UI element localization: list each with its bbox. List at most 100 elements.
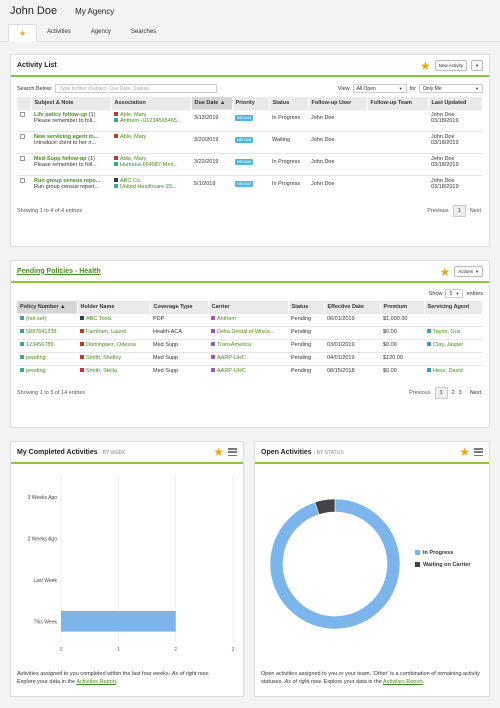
note: Please remember to foll... bbox=[34, 117, 97, 124]
favorite-star-icon[interactable]: ★ bbox=[420, 58, 431, 73]
agent-icon bbox=[427, 329, 431, 334]
col-last-updated[interactable]: Last Updated bbox=[428, 97, 483, 109]
x-tick-label: 0 bbox=[60, 647, 63, 653]
activities-report-link[interactable]: Activities Report bbox=[383, 679, 423, 685]
table-row[interactable]: pending Smith, Stella Med Supp AARP-UHC Pend… bbox=[17, 364, 483, 378]
agency-name[interactable]: My Agency bbox=[75, 6, 115, 16]
activities-report-link[interactable]: Activities Report bbox=[76, 679, 117, 685]
view-select[interactable]: All Open ▼ bbox=[352, 84, 407, 93]
association-link[interactable]: Anthem -U1234565465... bbox=[120, 117, 182, 124]
carrier-link[interactable]: Delta Dental of Wisco... bbox=[217, 328, 275, 335]
col-due-date[interactable]: Due Date ▲ bbox=[191, 97, 233, 109]
row-checkbox[interactable] bbox=[20, 155, 25, 161]
favorite-star-icon[interactable]: ★ bbox=[439, 264, 451, 279]
menu-icon[interactable] bbox=[228, 448, 237, 456]
carrier-link[interactable]: AARP-UHC bbox=[217, 354, 246, 361]
subject-link[interactable]: Run group census repo... bbox=[34, 177, 101, 184]
col-follow-up-user[interactable]: Follow-up User bbox=[308, 97, 368, 109]
next-button[interactable]: Next bbox=[469, 390, 481, 396]
page-button[interactable]: 1 bbox=[452, 205, 466, 217]
subject-link[interactable]: Life policy follow-up bbox=[34, 111, 88, 118]
tab-searches[interactable]: Searches bbox=[130, 29, 157, 35]
holder-link[interactable]: Farnham, Laurel bbox=[86, 328, 127, 335]
col-carrier[interactable]: Carrier bbox=[208, 301, 289, 313]
holder-link[interactable]: Smith, Shelley bbox=[86, 354, 122, 361]
previous-button[interactable]: Previous bbox=[409, 390, 431, 396]
association-link[interactable]: Able, Mary bbox=[120, 111, 147, 118]
for-select[interactable]: Only Me ▼ bbox=[419, 84, 483, 93]
actions-button[interactable]: Actions ▼ bbox=[454, 266, 483, 277]
page-button[interactable]: 2 bbox=[451, 390, 455, 396]
association-link[interactable]: ABC Co. bbox=[120, 177, 142, 184]
table-row[interactable]: 5897641238 Farnham, Laurel Health-ACA Delta… bbox=[17, 325, 483, 339]
panel-title[interactable]: Pending Policies - Health bbox=[17, 267, 101, 275]
effective-date: 06/01/2019 bbox=[324, 312, 380, 326]
subject-link[interactable]: Med-Supp follow-up bbox=[34, 155, 87, 162]
table-row[interactable]: Med-Supp follow-up (1) Please remember to… bbox=[17, 152, 483, 175]
tab-activities[interactable]: Activities bbox=[47, 29, 71, 35]
association-link[interactable]: Able, Mary bbox=[120, 155, 147, 162]
next-button[interactable]: Next bbox=[469, 208, 481, 214]
status: Pending bbox=[288, 312, 324, 326]
col-follow-up-team[interactable]: Follow-up Team bbox=[367, 97, 429, 109]
row-checkbox[interactable] bbox=[20, 133, 25, 139]
col-effective-date[interactable]: Effective Date bbox=[324, 301, 381, 313]
col-status[interactable]: Status bbox=[269, 97, 309, 109]
previous-button[interactable]: Previous bbox=[427, 208, 449, 214]
col-priority[interactable]: Priority bbox=[232, 97, 270, 109]
col-policy-number[interactable]: Policy Number ▲ bbox=[17, 301, 78, 313]
x-tick-label: 3 bbox=[232, 647, 235, 653]
table-row[interactable]: Life policy follow-up (1) Please remember… bbox=[17, 108, 483, 131]
status: In Progress bbox=[269, 152, 308, 175]
new-activity-button[interactable]: New Activity bbox=[434, 60, 468, 71]
top-bar: John Doe My Agency bbox=[0, 0, 500, 22]
holder-link[interactable]: ABC Tools bbox=[86, 315, 112, 322]
policy-link[interactable]: 5897641238 bbox=[26, 328, 57, 335]
col-servicing-agent[interactable]: Servicing Agent bbox=[424, 301, 483, 313]
agent-link[interactable]: Clay, Jasper bbox=[433, 341, 464, 348]
holder-link[interactable]: Smith, Stella bbox=[86, 367, 117, 374]
association-link[interactable]: United Healthcare-23... bbox=[120, 183, 177, 190]
col-holder-name[interactable]: Holder Name bbox=[77, 301, 151, 313]
page-button[interactable]: 1 bbox=[434, 387, 448, 399]
policy-link[interactable]: pending bbox=[26, 354, 46, 361]
agent-link[interactable]: Taylor, Gus bbox=[433, 328, 461, 335]
follow-up-team bbox=[367, 130, 428, 153]
association-link[interactable]: Humana-654987-Med... bbox=[120, 161, 179, 168]
subject-link[interactable]: New servicing agent in... bbox=[34, 133, 99, 140]
star-icon: ★ bbox=[19, 28, 27, 38]
table-row[interactable]: (not set) ABC Tools PDP Anthem Pending 06/01/… bbox=[17, 312, 483, 326]
page-button[interactable]: 3 bbox=[458, 390, 462, 396]
table-row[interactable]: pending Smith, Shelley Med Supp AARP-UHC Pen… bbox=[17, 351, 483, 365]
association-link[interactable]: Able, Mary bbox=[120, 133, 147, 140]
col-status[interactable]: Status bbox=[288, 301, 325, 313]
favorite-star-icon[interactable]: ★ bbox=[213, 445, 224, 459]
agent-link[interactable]: Hess, David bbox=[433, 367, 463, 374]
policy-link[interactable]: pending bbox=[26, 367, 46, 374]
tab-favorites[interactable]: ★ bbox=[8, 24, 38, 42]
col-association[interactable]: Association bbox=[111, 97, 192, 109]
page-size-select[interactable]: 5 ▼ bbox=[445, 289, 464, 298]
holder-link[interactable]: Dominguez, Odessa bbox=[86, 341, 136, 348]
policy-link[interactable]: 123456789 bbox=[26, 341, 54, 348]
favorite-star-icon[interactable]: ★ bbox=[459, 445, 470, 459]
carrier-link[interactable]: TransAmerica bbox=[217, 341, 252, 348]
table-row[interactable]: 123456789 Dominguez, Odessa Med Supp TransA… bbox=[17, 338, 483, 352]
col-subject[interactable]: Subject & Note bbox=[31, 97, 112, 109]
carrier-link[interactable]: Anthem bbox=[217, 315, 236, 322]
coverage-type: Med Supp bbox=[150, 338, 208, 352]
col-premium[interactable]: Premium bbox=[380, 301, 425, 313]
carrier-link[interactable]: AARP-UHC bbox=[217, 367, 246, 374]
table-row[interactable]: New servicing agent in... Introduce clien… bbox=[17, 130, 483, 153]
tab-agency[interactable]: Agency bbox=[90, 29, 111, 35]
table-row[interactable]: Run group census repo... Run group census… bbox=[17, 174, 483, 197]
menu-icon[interactable] bbox=[474, 448, 483, 456]
policy-link[interactable]: (not set) bbox=[26, 315, 47, 322]
row-checkbox[interactable] bbox=[20, 177, 25, 183]
col-coverage-type[interactable]: Coverage Type bbox=[150, 301, 209, 313]
new-activity-dropdown[interactable]: ▼ bbox=[471, 60, 483, 71]
user-name[interactable]: John Doe bbox=[10, 5, 58, 17]
row-checkbox[interactable] bbox=[20, 111, 25, 117]
search-input[interactable]: Type to filter (Subject, Due Date, Statu… bbox=[55, 84, 218, 93]
follow-up-team bbox=[367, 108, 428, 131]
